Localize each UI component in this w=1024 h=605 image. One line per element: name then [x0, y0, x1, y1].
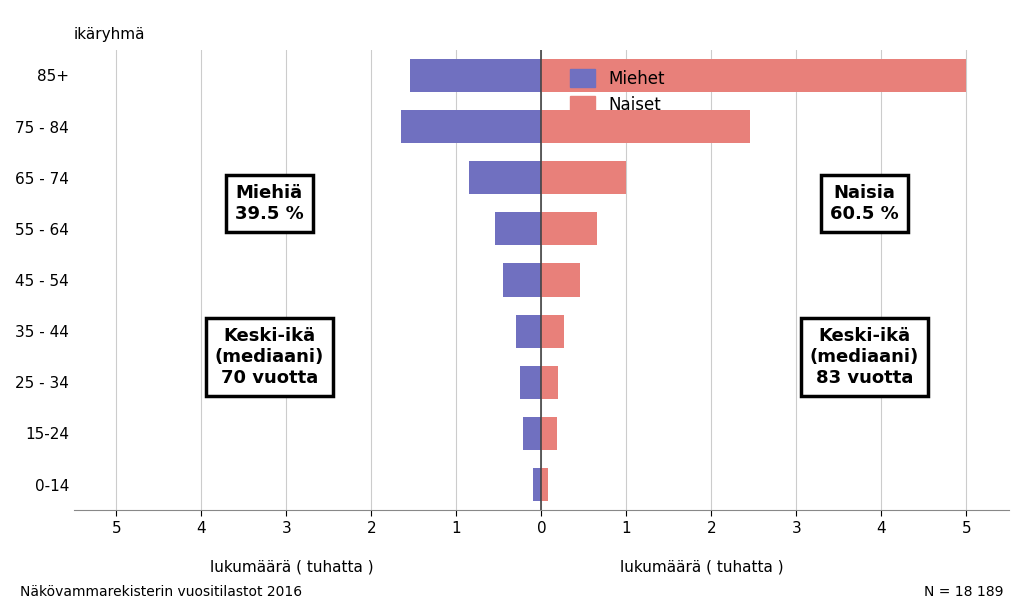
Text: Keski-ikä
(mediaani)
83 vuotta: Keski-ikä (mediaani) 83 vuotta	[810, 327, 920, 387]
Legend: Miehet, Naiset: Miehet, Naiset	[564, 63, 672, 121]
Bar	[401, 110, 542, 143]
Text: Miehiä
39.5 %: Miehiä 39.5 %	[234, 184, 304, 223]
Text: ikäryhmä: ikäryhmä	[74, 27, 145, 42]
Bar	[542, 315, 564, 348]
Bar	[542, 59, 967, 92]
Bar	[522, 417, 542, 450]
Bar	[542, 468, 548, 501]
Bar	[542, 417, 557, 450]
Bar	[503, 263, 542, 296]
Bar	[469, 161, 542, 194]
Bar	[542, 263, 580, 296]
Bar	[542, 110, 750, 143]
Text: Keski-ikä
(mediaani)
70 vuotta: Keski-ikä (mediaani) 70 vuotta	[215, 327, 324, 387]
Bar	[542, 365, 558, 399]
Bar	[520, 365, 542, 399]
Bar	[532, 468, 542, 501]
Text: lukumäärä ( tuhatta ): lukumäärä ( tuhatta )	[620, 560, 783, 575]
Bar	[542, 212, 597, 246]
Text: lukumäärä ( tuhatta ): lukumäärä ( tuhatta )	[210, 560, 374, 575]
Bar	[495, 212, 542, 246]
Text: N = 18 189: N = 18 189	[924, 585, 1004, 599]
Text: Näkövammarekisterin vuositilastot 2016: Näkövammarekisterin vuositilastot 2016	[20, 585, 303, 599]
Bar	[542, 161, 627, 194]
Bar	[410, 59, 542, 92]
Bar	[516, 315, 542, 348]
Text: Naisia
60.5 %: Naisia 60.5 %	[830, 184, 899, 223]
